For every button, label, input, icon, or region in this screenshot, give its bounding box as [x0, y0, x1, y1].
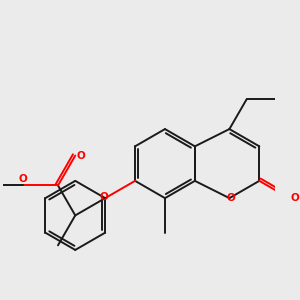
- Text: O: O: [100, 192, 109, 202]
- Text: O: O: [18, 174, 27, 184]
- Text: O: O: [226, 193, 235, 203]
- Text: O: O: [76, 151, 85, 160]
- Text: O: O: [291, 193, 299, 203]
